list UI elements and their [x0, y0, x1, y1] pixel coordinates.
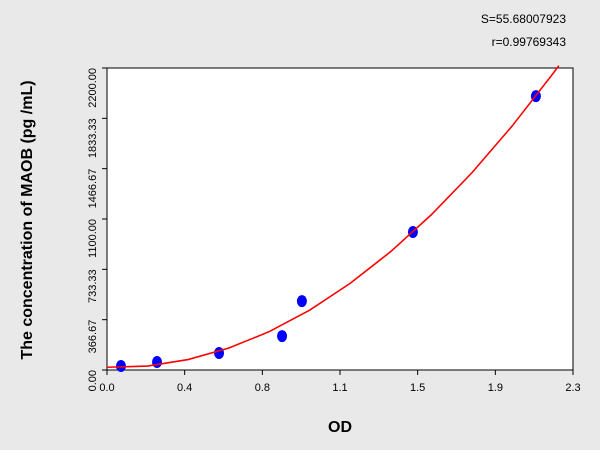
x-tick-label: 0.8	[255, 382, 270, 394]
data-point	[214, 346, 225, 359]
y-tick-label: 1466.67	[87, 169, 99, 209]
y-tick-label: 733.33	[87, 269, 99, 303]
data-point	[296, 295, 307, 308]
x-axis-label: OD	[328, 419, 352, 436]
fit-curve	[106, 65, 560, 369]
x-tick-label: 0.4	[177, 382, 192, 394]
y-tick-label: 1100.00	[87, 219, 99, 258]
x-tick-label: 1.9	[488, 382, 503, 394]
annotation: r=0.99769343	[492, 35, 567, 49]
x-tick-label: 2.3	[565, 382, 580, 394]
annotation: S=55.68007923	[481, 12, 566, 26]
y-tick-label: 2200.00	[87, 68, 99, 108]
x-tick-label: 1.1	[332, 382, 347, 394]
y-tick-label: 0.00	[87, 370, 99, 391]
data-point	[152, 356, 163, 369]
y-tick-label: 1833.33	[87, 118, 99, 158]
data-point	[115, 360, 126, 373]
y-tick-label: 366.67	[87, 320, 99, 354]
x-tick-label: 0.0	[99, 382, 114, 394]
plot-area	[106, 67, 574, 371]
y-axis-label: The concentration of MAOB (pg /mL)	[19, 80, 36, 359]
data-point	[277, 330, 288, 343]
x-tick-label: 1.5	[410, 382, 425, 394]
